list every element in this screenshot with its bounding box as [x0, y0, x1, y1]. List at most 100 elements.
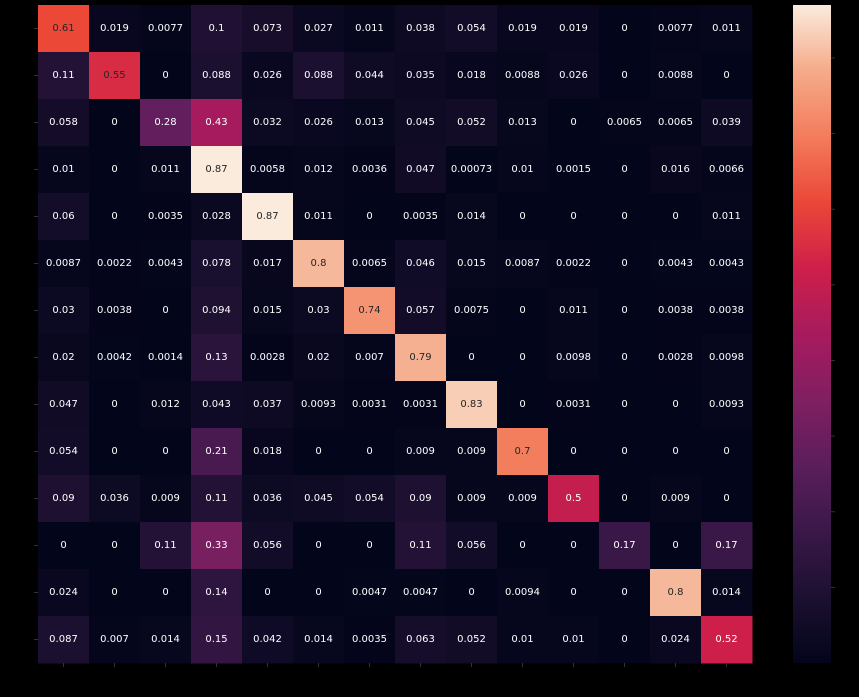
heatmap-cell — [650, 193, 702, 241]
heatmap-cell — [548, 287, 600, 335]
heatmap-cell — [344, 240, 396, 288]
cell-value-label: 0.056 — [457, 540, 486, 551]
heatmap-cell — [293, 334, 345, 382]
heatmap-cell — [89, 381, 141, 429]
cell-value-label: 0.011 — [151, 164, 180, 175]
heatmap-cell — [191, 381, 243, 429]
cell-value-label: 0 — [162, 587, 168, 598]
heatmap-cell — [446, 334, 498, 382]
heatmap-cell — [140, 146, 192, 194]
heatmap-cell — [89, 334, 141, 382]
heatmap-cell — [599, 475, 651, 523]
cell-value-label: 0.016 — [661, 164, 690, 175]
heatmap-cell — [293, 240, 345, 288]
heatmap-cell — [242, 522, 294, 570]
cell-value-label: 0.011 — [304, 211, 333, 222]
cell-value-label: 0.009 — [457, 446, 486, 457]
cell-value-label: 0 — [315, 540, 321, 551]
heatmap-cell — [89, 240, 141, 288]
cell-value-label: 0 — [570, 211, 576, 222]
heatmap-cell — [548, 334, 600, 382]
heatmap-cell — [395, 52, 447, 100]
cell-value-label: 0.06 — [52, 211, 74, 222]
heatmap-cell — [497, 381, 549, 429]
heatmap-cell — [191, 287, 243, 335]
heatmap-cell — [191, 146, 243, 194]
heatmap-cell — [497, 99, 549, 147]
heatmap-cell — [497, 569, 549, 617]
heatmap-cell — [446, 99, 498, 147]
cell-value-label: 0.0022 — [556, 258, 591, 269]
heatmap-cell — [344, 193, 396, 241]
heatmap-cell — [38, 52, 90, 100]
cell-value-label: 0 — [621, 634, 627, 645]
cell-value-label: 0 — [723, 446, 729, 457]
heatmap-cell — [89, 522, 141, 570]
heatmap-cell — [650, 99, 702, 147]
cell-value-label: 0.00073 — [451, 164, 492, 175]
cell-value-label: 0 — [315, 446, 321, 457]
heatmap-cell — [293, 193, 345, 241]
cell-value-label: 0.019 — [508, 23, 537, 34]
cell-value-label: 0.036 — [100, 493, 129, 504]
cell-value-label: 0 — [264, 587, 270, 598]
cell-value-label: 0.026 — [304, 117, 333, 128]
heatmap-cell — [140, 616, 192, 664]
cell-value-label: 0.007 — [355, 352, 384, 363]
heatmap-cell — [497, 522, 549, 570]
cell-value-label: 0 — [570, 117, 576, 128]
heatmap-cell — [701, 569, 753, 617]
heatmap-cell — [701, 99, 753, 147]
heatmap-cell — [344, 146, 396, 194]
heatmap-cell — [548, 616, 600, 664]
heatmap-cell — [701, 616, 753, 664]
heatmap-cell — [650, 428, 702, 476]
cell-value-label: 0 — [519, 540, 525, 551]
cell-value-label: 0.0028 — [658, 352, 693, 363]
heatmap-cell — [446, 522, 498, 570]
cell-value-label: 0.038 — [406, 23, 435, 34]
cell-value-label: 0 — [621, 352, 627, 363]
heatmap-cell — [242, 5, 294, 53]
cell-value-label: 0.01 — [562, 634, 584, 645]
cell-value-label: 0.0022 — [97, 258, 132, 269]
cell-value-label: 0.21 — [205, 446, 227, 457]
cell-value-label: 0.045 — [406, 117, 435, 128]
cell-value-label: 0.013 — [355, 117, 384, 128]
heatmap-cell — [89, 616, 141, 664]
cell-value-label: 0 — [672, 399, 678, 410]
heatmap-cell — [650, 334, 702, 382]
heatmap-cell — [293, 287, 345, 335]
cell-value-label: 0.0077 — [658, 23, 693, 34]
heatmap-cell — [395, 334, 447, 382]
heatmap-cell — [548, 240, 600, 288]
heatmap-cell — [344, 52, 396, 100]
cell-value-label: 0.054 — [49, 446, 78, 457]
cell-value-label: 0.057 — [406, 305, 435, 316]
cell-value-label: 0.014 — [304, 634, 333, 645]
heatmap-cell — [140, 240, 192, 288]
cell-value-label: 0.036 — [253, 493, 282, 504]
cell-value-label: 0.61 — [52, 23, 74, 34]
heatmap-cell — [599, 193, 651, 241]
cell-value-label: 0.0093 — [709, 399, 744, 410]
heatmap-cell — [191, 334, 243, 382]
cell-value-label: 0.026 — [253, 70, 282, 81]
heatmap-cell — [89, 5, 141, 53]
cell-value-label: 0.0031 — [403, 399, 438, 410]
heatmap-cell — [89, 569, 141, 617]
heatmap-cell — [701, 475, 753, 523]
cell-value-label: 0.87 — [256, 211, 278, 222]
cell-value-label: 0.0035 — [148, 211, 183, 222]
cell-value-label: 0.088 — [202, 70, 231, 81]
cell-value-label: 0.007 — [100, 634, 129, 645]
heatmap-cell — [701, 5, 753, 53]
heatmap-cell — [395, 428, 447, 476]
heatmap-cell — [140, 428, 192, 476]
cell-value-label: 0 — [621, 258, 627, 269]
heatmap-cell — [650, 240, 702, 288]
cell-value-label: 0 — [570, 540, 576, 551]
heatmap-cell — [89, 146, 141, 194]
heatmap-cell — [89, 428, 141, 476]
